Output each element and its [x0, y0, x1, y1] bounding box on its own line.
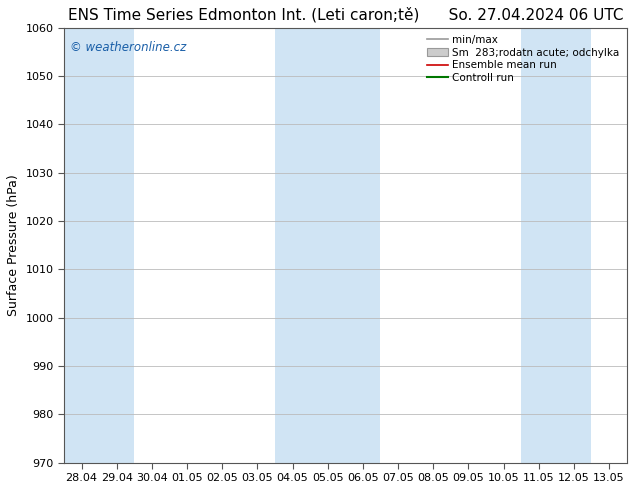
Title: ENS Time Series Edmonton Int. (Leti caron;tě)      So. 27.04.2024 06 UTC: ENS Time Series Edmonton Int. (Leti caro…	[68, 7, 623, 23]
Bar	[275, 28, 310, 463]
Bar	[521, 28, 556, 463]
Text: © weatheronline.cz: © weatheronline.cz	[70, 41, 186, 54]
Bar	[99, 28, 134, 463]
Bar	[310, 28, 346, 463]
Bar	[64, 28, 99, 463]
Bar	[556, 28, 592, 463]
Y-axis label: Surface Pressure (hPa): Surface Pressure (hPa)	[7, 174, 20, 316]
Bar	[346, 28, 380, 463]
Legend: min/max, Sm  283;rodatn acute; odchylka, Ensemble mean run, Controll run: min/max, Sm 283;rodatn acute; odchylka, …	[425, 33, 621, 85]
